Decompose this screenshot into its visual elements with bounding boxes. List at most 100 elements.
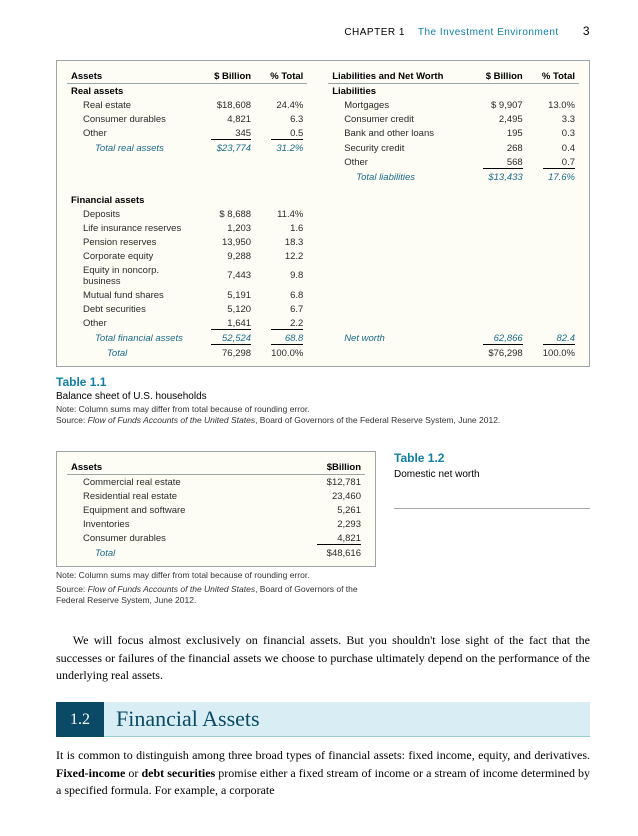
table-cell: Consumer credit — [328, 112, 464, 126]
table-1-1-box: Assets $ Billion % Total Liabilities and… — [56, 60, 590, 367]
table-cell: $12,781 — [276, 475, 365, 490]
table-cell: $76,298 — [464, 346, 527, 360]
table-row: Real estate$18,60824.4%Mortgages$ 9,9071… — [67, 98, 579, 112]
table-cell: Debt securities — [67, 302, 192, 316]
table-row: Total$48,616 — [67, 546, 365, 560]
table-1-2-title: Domestic net worth — [394, 469, 590, 480]
t2-col-billion: $Billion — [276, 460, 365, 475]
table-cell: 5,120 — [192, 302, 255, 316]
table-cell: 31.2% — [255, 141, 307, 155]
table-1-1-title: Balance sheet of U.S. households — [56, 391, 590, 402]
table-cell: $48,616 — [276, 546, 365, 560]
table-1-1: Assets $ Billion % Total Liabilities and… — [67, 69, 579, 360]
table-row: Total real assets$23,77431.2% Security cr… — [67, 141, 579, 155]
paragraph-1: We will focus almost exclusively on fina… — [56, 632, 590, 684]
table-row: Other5680.7 — [67, 155, 579, 170]
paragraph-2: It is common to distinguish among three … — [56, 747, 590, 799]
table-cell: Total real assets — [67, 141, 192, 155]
table-cell: 5,191 — [192, 288, 255, 302]
col-pct-2: % Total — [527, 69, 579, 84]
table-1-2-number: Table 1.2 — [394, 451, 590, 465]
col-billion-2: $ Billion — [464, 69, 527, 84]
table-cell: 62,866 — [464, 331, 527, 346]
table-cell: 9,288 — [192, 249, 255, 263]
table-row: Equity in noncorp. business7,4439.8 — [67, 263, 579, 288]
table-cell: 12.2 — [255, 249, 307, 263]
table-cell: Bank and other loans — [328, 126, 464, 141]
table-cell: Total — [67, 546, 276, 560]
table-cell: $13,433 — [464, 170, 527, 184]
table-cell: 17.6% — [527, 170, 579, 184]
table-cell: Total liabilities — [328, 170, 464, 184]
liabilities-label: Liabilities — [328, 84, 464, 99]
table-cell: 1.6 — [255, 221, 307, 235]
table-cell: Commercial real estate — [67, 475, 276, 490]
table-row: Residential real estate23,460 — [67, 489, 365, 503]
table-cell: 82.4 — [527, 331, 579, 346]
table-cell: Other — [67, 126, 192, 141]
table-cell: 2,293 — [276, 517, 365, 531]
table-1-2-row: Assets $Billion Commercial real estate$1… — [56, 451, 590, 606]
table-cell: Consumer durables — [67, 531, 276, 546]
table-cell: 0.3 — [527, 126, 579, 141]
table-row: Mutual fund shares5,1916.8 — [67, 288, 579, 302]
table-cell: 6.3 — [255, 112, 307, 126]
section-title: Financial Assets — [104, 702, 590, 737]
table-cell: Net worth — [328, 331, 464, 346]
table-cell: Other — [328, 155, 464, 170]
table-cell: Equipment and software — [67, 503, 276, 517]
table-cell: Corporate equity — [67, 249, 192, 263]
table-cell: $18,608 — [192, 98, 255, 112]
table-row: Other3450.5Bank and other loans1950.3 — [67, 126, 579, 141]
table-cell: 0.7 — [527, 155, 579, 170]
table-row: Consumer durables4,821 — [67, 531, 365, 546]
table-cell: Real estate — [67, 98, 192, 112]
table-cell: 23,460 — [276, 489, 365, 503]
table-row: Consumer durables4,8216.3Consumer credit… — [67, 112, 579, 126]
table-cell: Mortgages — [328, 98, 464, 112]
table-cell: 2.2 — [255, 316, 307, 331]
table-cell: $23,774 — [192, 141, 255, 155]
table-row: Pension reserves13,95018.3 — [67, 235, 579, 249]
table-cell: 76,298 — [192, 346, 255, 360]
table-cell: 100.0% — [527, 346, 579, 360]
col-assets: Assets — [67, 69, 192, 84]
table-cell: 0.4 — [527, 141, 579, 155]
table-cell: 4,821 — [276, 531, 365, 546]
table-row: Inventories2,293 — [67, 517, 365, 531]
col-pct: % Total — [255, 69, 307, 84]
table-cell: Security credit — [328, 141, 464, 155]
table-1-2: Assets $Billion Commercial real estate$1… — [67, 460, 365, 560]
section-number: 1.2 — [56, 702, 104, 737]
table-cell: Residential real estate — [67, 489, 276, 503]
page-number: 3 — [562, 24, 590, 38]
table-cell: 0.5 — [255, 126, 307, 141]
table-1-1-caption: Table 1.1 Balance sheet of U.S. househol… — [56, 375, 590, 425]
table-1-1-source: Source: Flow of Funds Accounts of the Un… — [56, 415, 590, 425]
table-row: Other1,6412.2 — [67, 316, 579, 331]
chapter-label: CHAPTER 1 — [344, 27, 405, 38]
table-row: Total financial assets52,52468.8Net wort… — [67, 331, 579, 346]
table-1-2-source: Source: Flow of Funds Accounts of the Un… — [56, 584, 376, 606]
table-cell: 52,524 — [192, 331, 255, 346]
table-cell: 1,203 — [192, 221, 255, 235]
table-cell: 13,950 — [192, 235, 255, 249]
table-cell: Consumer durables — [67, 112, 192, 126]
table-cell: 1,641 — [192, 316, 255, 331]
table-cell: Mutual fund shares — [67, 288, 192, 302]
table-1-2-note: Note: Column sums may differ from total … — [56, 570, 376, 581]
table-cell: 268 — [464, 141, 527, 155]
table-cell: 18.3 — [255, 235, 307, 249]
table-cell: 5,261 — [276, 503, 365, 517]
table-row: Deposits$ 8,68811.4% — [67, 207, 579, 221]
table-1-1-number: Table 1.1 — [56, 375, 590, 389]
table-cell: 13.0% — [527, 98, 579, 112]
table-cell: Other — [67, 316, 192, 331]
table-cell: 7,443 — [192, 263, 255, 288]
fin-assets-label: Financial assets — [67, 193, 192, 207]
chapter-title: The Investment Environment — [418, 27, 559, 38]
table-1-1-note: Note: Column sums may differ from total … — [56, 404, 590, 415]
table-cell: 345 — [192, 126, 255, 141]
col-liab: Liabilities and Net Worth — [328, 69, 464, 84]
table-cell: 100.0% — [255, 346, 307, 360]
